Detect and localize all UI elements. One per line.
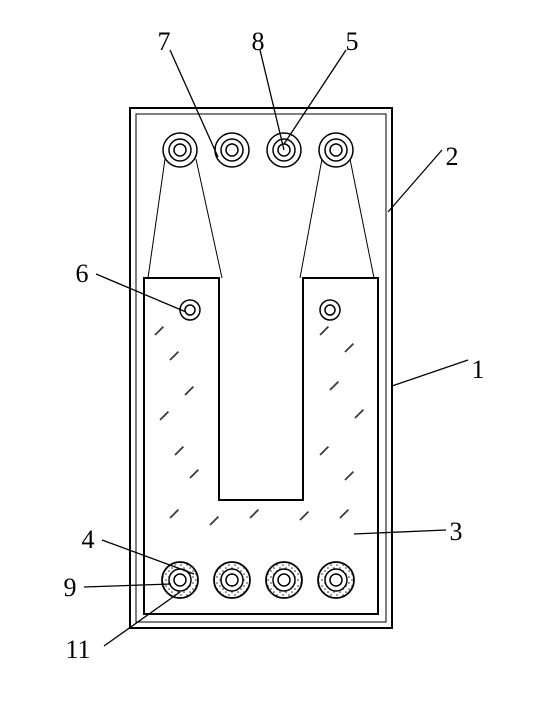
- callout-label: 1: [472, 355, 485, 384]
- callout-label: 5: [346, 27, 359, 56]
- callout-label: 3: [450, 517, 463, 546]
- technical-diagram: 1 2 3 4 5 6 7 8 9 11: [0, 0, 552, 705]
- callout-label: 7: [158, 27, 171, 56]
- leader-line: [392, 360, 468, 386]
- callout-label: 9: [64, 573, 77, 602]
- leader-line: [388, 150, 442, 212]
- outer-border: [130, 108, 392, 628]
- callout-label: 4: [82, 525, 95, 554]
- callout-label: 6: [76, 259, 89, 288]
- callout-label: 11: [65, 635, 90, 664]
- callout-label: 8: [252, 27, 265, 56]
- callout-label: 2: [446, 142, 459, 171]
